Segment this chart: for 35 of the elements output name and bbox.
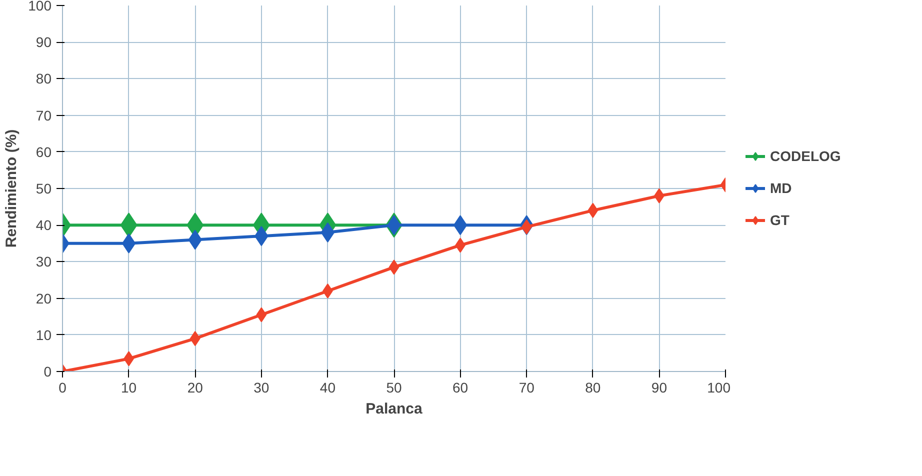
- x-tick-label: 0: [58, 380, 67, 396]
- point: [256, 307, 267, 322]
- x-tick-label: 10: [121, 380, 137, 396]
- y-tick-label: 40: [36, 217, 52, 234]
- y-tick-label: 50: [36, 180, 52, 196]
- point: [453, 215, 468, 236]
- x-tick-label: 100: [707, 380, 731, 396]
- x-tick-label: 80: [585, 380, 601, 396]
- legend-label: GT: [770, 212, 790, 228]
- x-tick-label: 50: [386, 380, 402, 396]
- y-tick-label: 100: [28, 0, 52, 14]
- point: [388, 260, 400, 275]
- point: [521, 219, 532, 234]
- legend-label: MD: [770, 180, 792, 196]
- x-axis-title: Palanca: [366, 400, 424, 418]
- x-tick-label: 70: [518, 380, 535, 396]
- y-tick-label: 80: [36, 70, 52, 87]
- y-tick-label: 10: [36, 326, 52, 343]
- y-tick-label: 20: [36, 290, 52, 306]
- y-tick-label: 30: [36, 254, 52, 270]
- point: [588, 202, 598, 218]
- point: [320, 222, 335, 242]
- x-tick-label: 20: [187, 380, 204, 396]
- x-tick-label: 30: [254, 380, 270, 396]
- x-tick-label: 60: [452, 380, 468, 396]
- point: [190, 331, 200, 346]
- point: [122, 233, 136, 254]
- legend-label: CODELOG: [770, 148, 841, 164]
- y-tick-label: 70: [36, 107, 52, 124]
- x-tick-label: 40: [320, 380, 336, 396]
- y-axis-title: Rendimiento (%): [3, 129, 20, 248]
- x-tick-label: 90: [651, 380, 668, 396]
- y-tick-label: 0: [44, 364, 52, 380]
- y-tick-label: 90: [36, 34, 52, 50]
- y-tick-label: 60: [36, 144, 52, 160]
